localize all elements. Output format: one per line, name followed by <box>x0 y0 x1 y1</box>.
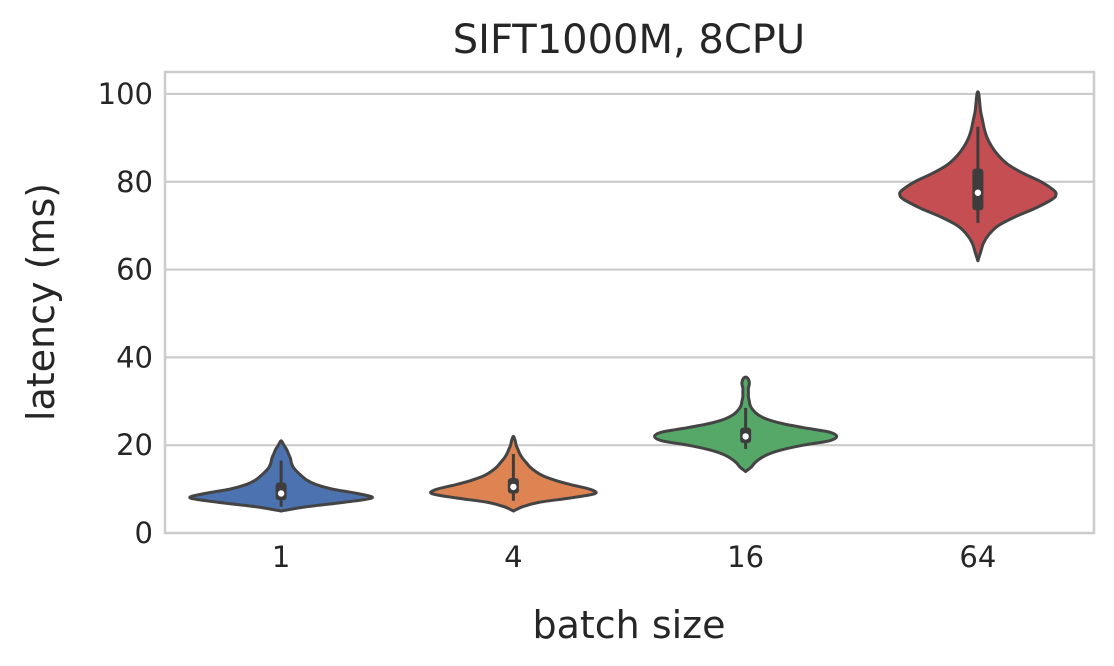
y-tick-label: 0 <box>135 516 153 550</box>
violin-64 <box>898 90 1058 263</box>
y-tick-labels: 0 20 40 60 80 100 <box>98 77 153 550</box>
x-tick-label: 16 <box>727 540 764 574</box>
violin-median-point <box>510 483 517 491</box>
grid-lines <box>165 92 1094 447</box>
violin-4 <box>429 434 598 513</box>
x-tick-label: 64 <box>959 540 996 574</box>
y-tick-label: 60 <box>116 253 153 287</box>
x-tick-label: 4 <box>504 540 522 574</box>
x-tick-labels: 1 4 16 64 <box>272 540 996 574</box>
y-tick-label: 100 <box>98 77 153 111</box>
violin-median-point <box>277 490 285 497</box>
violin-iqr-box <box>972 168 984 211</box>
violin-median-point <box>742 433 749 440</box>
y-tick-label: 20 <box>116 428 153 462</box>
violins <box>188 90 1058 513</box>
y-tick-label: 80 <box>116 165 153 199</box>
plot-frame <box>163 70 1096 535</box>
violin-16 <box>653 375 839 474</box>
y-tick-label: 40 <box>116 340 153 374</box>
violin-median-point <box>974 189 982 196</box>
x-axis-title: batch size <box>532 603 725 647</box>
violin-1 <box>188 439 374 513</box>
x-tick-label: 1 <box>272 540 290 574</box>
y-axis-title: latency (ms) <box>19 183 63 421</box>
chart-title: SIFT1000M, 8CPU <box>453 17 805 63</box>
